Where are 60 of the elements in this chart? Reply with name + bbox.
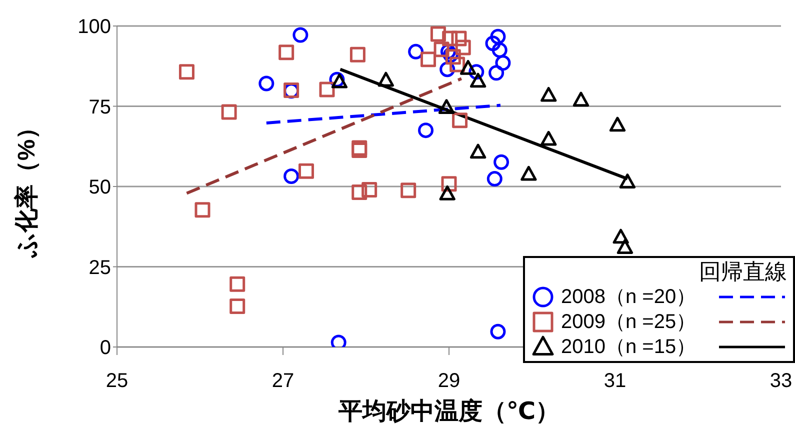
point: [438, 99, 455, 114]
y-tick-label: 75: [88, 96, 111, 118]
point: [470, 144, 486, 159]
point: [221, 104, 237, 120]
point: [451, 30, 467, 46]
point: [616, 239, 634, 254]
point: [352, 184, 368, 200]
y-tick-label: 0: [100, 337, 111, 360]
x-tick-label: 33: [770, 370, 792, 392]
x-tick-label: 31: [604, 370, 626, 392]
point: [494, 154, 510, 170]
point: [420, 52, 436, 68]
point: [439, 185, 456, 200]
point: [331, 73, 348, 88]
point: [418, 122, 434, 138]
point: [178, 64, 194, 80]
point: [540, 86, 557, 102]
point: [378, 72, 394, 87]
legend-label: 2008（n =20）: [561, 285, 698, 310]
point: [430, 26, 446, 42]
point: [362, 182, 378, 198]
point: [258, 76, 274, 92]
point: [292, 27, 308, 43]
y-axis-title: ふ化率（%）: [14, 115, 41, 259]
point: [230, 298, 246, 314]
point: [486, 171, 502, 187]
legend-label: 2009（n =25）: [561, 310, 698, 335]
point: [488, 65, 504, 81]
legend-title: 回帰直線: [698, 259, 787, 284]
x-tick-label: 27: [272, 370, 294, 392]
point: [230, 276, 246, 292]
point: [455, 40, 471, 56]
point: [572, 92, 590, 107]
point: [194, 202, 210, 218]
point: [485, 36, 501, 52]
y-tick-label: 25: [88, 256, 111, 279]
point: [492, 42, 508, 58]
point: [520, 166, 537, 181]
point: [490, 28, 506, 44]
point: [452, 112, 468, 128]
x-tick-label: 29: [438, 370, 460, 392]
point: [609, 116, 626, 132]
point: [434, 42, 450, 58]
x-axis-title: 平均砂中温度（℃）: [337, 398, 560, 425]
point: [350, 46, 366, 62]
point: [612, 228, 629, 244]
point: [495, 55, 511, 71]
legend-label: 2010（n =15）: [561, 335, 698, 360]
point: [400, 182, 416, 198]
point: [298, 163, 314, 179]
point: [619, 174, 636, 188]
point: [490, 324, 506, 340]
point: [284, 168, 300, 184]
y-tick-label: 100: [78, 16, 111, 38]
point: [278, 44, 294, 60]
y-tick-label: 50: [88, 176, 111, 199]
point: [460, 60, 476, 75]
point: [470, 72, 486, 88]
x-tick-label: 25: [106, 370, 128, 392]
point: [540, 130, 557, 146]
